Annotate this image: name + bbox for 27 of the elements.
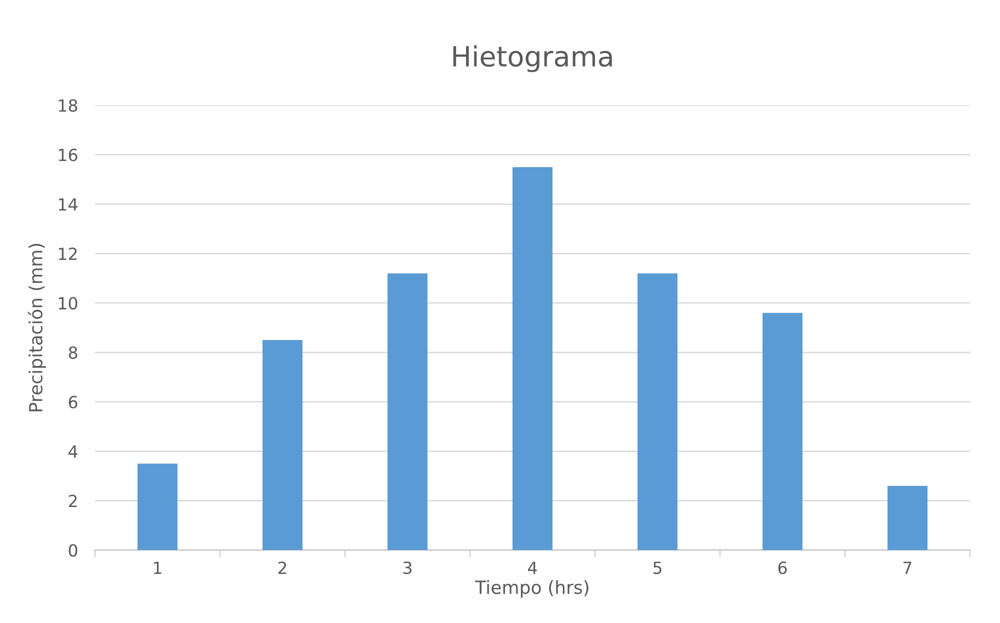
bar [388, 273, 428, 550]
y-tick-label: 16 [58, 148, 78, 162]
y-tick-label: 6 [68, 396, 78, 408]
y-axis-title: Precipitación (mm) [28, 244, 46, 412]
y-tick-label: 10 [58, 296, 78, 310]
bar [138, 464, 178, 550]
y-tick-label: 2 [68, 494, 77, 508]
bar [262, 340, 302, 550]
bar [888, 486, 928, 550]
x-tick-label: 2 [278, 562, 286, 574]
y-tick-label: 4 [68, 445, 78, 458]
y-tick-label: 12 [58, 248, 77, 260]
y-tick-label: 8 [68, 346, 78, 359]
x-tick-label: 4 [528, 562, 537, 574]
y-tick-label: 18 [58, 99, 78, 112]
chart-title: Hietograma [453, 45, 612, 72]
x-tick-label: 3 [403, 562, 412, 574]
x-tick-label: 5 [653, 562, 662, 574]
x-tick-label: 1 [154, 562, 162, 574]
x-axis-title: Tiempo (hrs) [475, 580, 588, 598]
x-tick-label: 6 [778, 562, 787, 574]
x-tick-label: 7 [904, 562, 912, 574]
bar [512, 167, 552, 550]
y-tick-label: 14 [58, 198, 78, 210]
bar [762, 312, 802, 550]
y-tick-label: 0 [68, 544, 78, 557]
bar [638, 273, 678, 550]
